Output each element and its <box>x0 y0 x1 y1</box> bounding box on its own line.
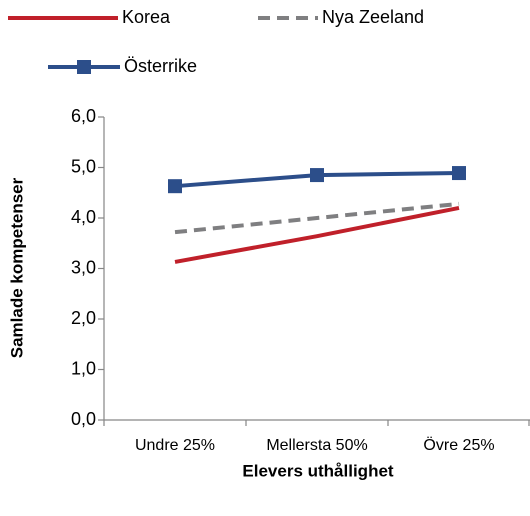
x-axis-title: Elevers uthållighet <box>242 461 393 480</box>
series-line <box>174 205 460 264</box>
x-tick-label: Mellersta 50% <box>266 437 367 454</box>
y-tick-label: 5,0 <box>71 156 96 176</box>
legend-label: Nya Zeeland <box>322 7 424 27</box>
x-tick-label: Undre 25% <box>135 437 215 454</box>
legend-label: Österrike <box>124 56 197 76</box>
legend-marker <box>77 60 91 74</box>
marker <box>452 166 466 181</box>
y-tick-label: 2,0 <box>71 308 96 328</box>
y-axis-title: Samlade kompetenser <box>7 177 26 358</box>
y-tick-label: 0,0 <box>71 409 96 429</box>
y-tick-label: 4,0 <box>71 207 96 227</box>
marker <box>168 179 182 194</box>
legend-label: Korea <box>122 7 171 27</box>
x-tick-label: Övre 25% <box>423 436 494 454</box>
y-tick-label: 6,0 <box>71 106 96 126</box>
series-line <box>174 201 460 235</box>
marker <box>310 168 324 183</box>
y-tick-label: 1,0 <box>71 358 96 378</box>
y-tick-label: 3,0 <box>71 257 96 277</box>
